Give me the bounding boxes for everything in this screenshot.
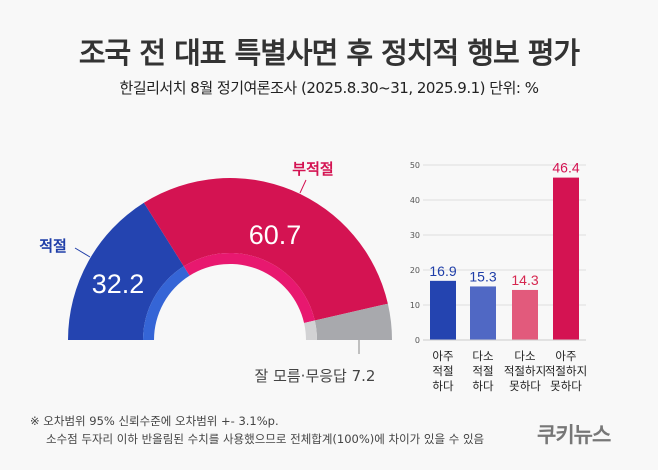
pie-slice-inner-1 — [143, 266, 190, 340]
y-tick-label: 10 — [410, 301, 420, 310]
slice-label-unknown: 잘 모름·무응답 7.2 — [255, 367, 376, 385]
bar-value-label: 14.3 — [511, 272, 538, 288]
slice-label-inappropriate: 부적절 — [292, 160, 333, 178]
y-tick-label: 50 — [410, 161, 420, 170]
bar-2 — [470, 286, 496, 340]
leader-line-appropriate — [74, 247, 91, 258]
y-tick-label: 0 — [415, 336, 420, 345]
pie-slice-3 — [314, 303, 392, 340]
page-title: 조국 전 대표 특별사면 후 정치적 행보 평가 — [78, 36, 580, 70]
y-tick-label: 40 — [410, 196, 420, 205]
slice-value-appropriate: 32.2 — [92, 269, 145, 299]
pie-slice-1 — [68, 202, 184, 340]
x-tick-label: 적절 — [472, 364, 493, 378]
bar-4 — [553, 177, 579, 340]
x-tick-label: 적절 — [432, 364, 453, 378]
y-tick-label: 30 — [410, 231, 420, 240]
x-tick-label: 적절하지 — [545, 364, 587, 378]
x-tick-label: 하다 — [432, 379, 454, 393]
x-tick-label: 적절하지 — [504, 364, 546, 378]
footnote-margin-of-error: ※ 오차범위 95% 신뢰수준에 오차범위 +- 3.1%p. — [30, 414, 279, 428]
x-tick-label: 하다 — [472, 379, 494, 393]
x-tick-label: 다소 — [514, 349, 535, 363]
subtitle: 한길리서치 8월 정기여론조사 (2025.8.30~31, 2025.9.1)… — [119, 79, 539, 97]
footnote-rounding: 소수점 두자리 이하 반올림된 수치를 사용했으므로 전체합계(100%)에 차… — [46, 432, 485, 446]
logo: 쿠키뉴스 — [537, 423, 611, 447]
bar-value-label: 16.9 — [429, 263, 456, 279]
pie-slice-2 — [143, 177, 388, 321]
x-tick-label: 아주 — [555, 349, 576, 363]
leader-line-inappropriate — [299, 179, 307, 194]
x-tick-label: 못하다 — [509, 379, 541, 393]
slice-value-inappropriate: 60.7 — [249, 220, 302, 250]
pie-slice-inner-2 — [183, 253, 315, 323]
bar-1 — [430, 280, 456, 340]
pie-slice-inner-3 — [304, 320, 317, 340]
x-tick-label: 아주 — [432, 349, 453, 363]
bar-value-label: 15.3 — [469, 268, 496, 284]
y-tick-label: 20 — [410, 266, 420, 275]
x-tick-label: 다소 — [472, 349, 493, 363]
x-tick-label: 못하다 — [550, 379, 582, 393]
slice-label-appropriate: 적절 — [39, 237, 67, 255]
bar-3 — [512, 289, 538, 340]
bar-value-label: 46.4 — [552, 160, 579, 176]
